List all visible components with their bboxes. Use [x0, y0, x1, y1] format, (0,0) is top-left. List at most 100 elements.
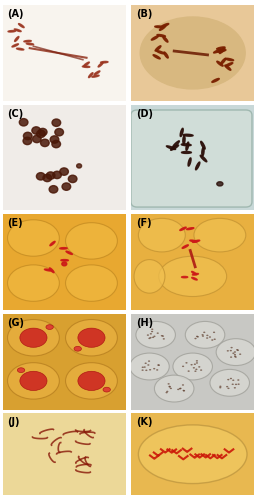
Ellipse shape — [149, 369, 151, 370]
Ellipse shape — [74, 346, 81, 351]
Ellipse shape — [206, 334, 208, 336]
Ellipse shape — [50, 242, 55, 246]
Ellipse shape — [157, 34, 166, 36]
Ellipse shape — [157, 50, 164, 54]
Ellipse shape — [179, 388, 182, 389]
Ellipse shape — [232, 384, 234, 385]
Ellipse shape — [200, 156, 207, 162]
Ellipse shape — [166, 392, 168, 394]
Ellipse shape — [218, 50, 226, 52]
Ellipse shape — [210, 370, 250, 396]
Text: (D): (D) — [136, 109, 153, 119]
FancyBboxPatch shape — [131, 110, 252, 207]
Ellipse shape — [214, 50, 221, 53]
Ellipse shape — [55, 128, 63, 136]
Ellipse shape — [196, 336, 198, 337]
Ellipse shape — [194, 338, 197, 340]
Ellipse shape — [134, 260, 165, 293]
Ellipse shape — [237, 384, 240, 385]
Ellipse shape — [144, 366, 146, 368]
Ellipse shape — [234, 354, 236, 356]
Ellipse shape — [20, 328, 47, 347]
Ellipse shape — [192, 278, 197, 280]
Ellipse shape — [217, 47, 225, 50]
Ellipse shape — [161, 24, 169, 27]
Ellipse shape — [185, 362, 188, 364]
Ellipse shape — [180, 227, 186, 230]
Ellipse shape — [98, 62, 103, 67]
Ellipse shape — [173, 141, 179, 148]
Ellipse shape — [43, 174, 52, 182]
Ellipse shape — [192, 274, 198, 275]
Text: (E): (E) — [7, 218, 23, 228]
Ellipse shape — [170, 388, 172, 389]
Ellipse shape — [227, 388, 230, 389]
Ellipse shape — [38, 128, 47, 136]
Ellipse shape — [50, 136, 59, 143]
Ellipse shape — [202, 148, 204, 156]
Ellipse shape — [201, 142, 205, 149]
Ellipse shape — [15, 36, 19, 42]
Ellipse shape — [153, 368, 155, 370]
Ellipse shape — [239, 354, 241, 355]
Ellipse shape — [237, 350, 239, 351]
Ellipse shape — [230, 356, 232, 358]
Ellipse shape — [173, 353, 213, 380]
Ellipse shape — [226, 386, 228, 388]
Ellipse shape — [217, 182, 223, 186]
Ellipse shape — [194, 364, 196, 365]
Ellipse shape — [61, 260, 68, 261]
Ellipse shape — [202, 336, 204, 337]
Ellipse shape — [8, 30, 15, 32]
Ellipse shape — [82, 66, 90, 68]
Ellipse shape — [138, 218, 185, 252]
Ellipse shape — [7, 362, 59, 399]
Ellipse shape — [23, 137, 32, 144]
Ellipse shape — [32, 127, 41, 134]
Ellipse shape — [183, 390, 185, 392]
Text: (A): (A) — [7, 9, 24, 19]
Ellipse shape — [77, 164, 81, 168]
Ellipse shape — [159, 26, 166, 30]
Ellipse shape — [211, 339, 213, 341]
Ellipse shape — [213, 332, 215, 333]
Ellipse shape — [130, 353, 169, 380]
Ellipse shape — [181, 152, 191, 154]
Ellipse shape — [19, 24, 24, 28]
Ellipse shape — [158, 364, 160, 366]
Ellipse shape — [147, 334, 149, 336]
Ellipse shape — [231, 347, 233, 348]
Ellipse shape — [66, 222, 117, 259]
Text: (H): (H) — [136, 318, 153, 328]
Ellipse shape — [60, 168, 68, 175]
Ellipse shape — [52, 119, 61, 126]
Ellipse shape — [217, 61, 223, 66]
Ellipse shape — [196, 162, 200, 170]
Ellipse shape — [186, 142, 189, 150]
Ellipse shape — [219, 386, 222, 387]
Ellipse shape — [155, 26, 163, 28]
Ellipse shape — [212, 78, 219, 82]
Ellipse shape — [187, 228, 194, 230]
Text: (B): (B) — [136, 9, 152, 19]
Ellipse shape — [41, 139, 49, 146]
Ellipse shape — [168, 383, 170, 384]
Ellipse shape — [161, 335, 163, 336]
Ellipse shape — [46, 172, 55, 180]
Ellipse shape — [78, 328, 105, 347]
Ellipse shape — [36, 172, 45, 180]
Ellipse shape — [200, 370, 202, 371]
Ellipse shape — [12, 44, 19, 47]
Ellipse shape — [219, 387, 222, 388]
Ellipse shape — [232, 352, 234, 354]
Ellipse shape — [197, 336, 199, 338]
Ellipse shape — [153, 336, 155, 337]
Ellipse shape — [195, 368, 197, 370]
Ellipse shape — [17, 368, 25, 372]
Ellipse shape — [171, 145, 179, 150]
Ellipse shape — [44, 269, 52, 271]
Ellipse shape — [234, 387, 236, 388]
Ellipse shape — [164, 52, 168, 58]
Ellipse shape — [142, 370, 144, 371]
Ellipse shape — [227, 350, 229, 352]
